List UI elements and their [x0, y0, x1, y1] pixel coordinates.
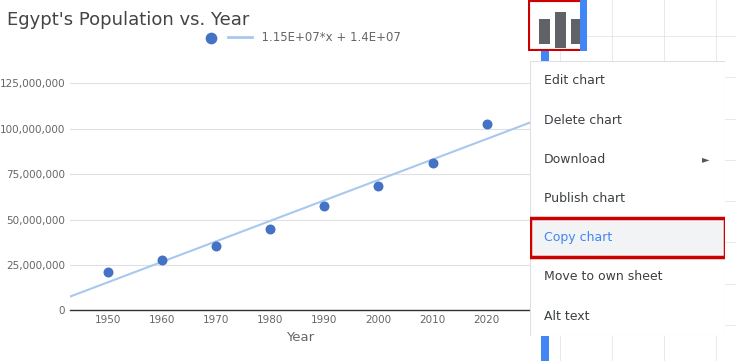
Point [319, 203, 330, 208]
Bar [580, 0, 587, 51]
Legend: ,   1.15E+07*x + 1.4E+07: , 1.15E+07*x + 1.4E+07 [194, 27, 406, 49]
Text: Egypt's Population vs. Year: Egypt's Population vs. Year [7, 11, 250, 29]
Point [427, 160, 439, 166]
Text: Publish chart: Publish chart [544, 192, 625, 205]
Point [481, 122, 492, 127]
Point [102, 269, 113, 275]
Text: Edit chart: Edit chart [544, 74, 604, 87]
Point [156, 257, 168, 263]
Text: Alt text: Alt text [544, 310, 589, 323]
Text: Move to own sheet: Move to own sheet [544, 270, 662, 283]
Text: Download: Download [544, 153, 606, 166]
X-axis label: Year: Year [286, 331, 314, 344]
Bar [555, 12, 565, 48]
Bar [541, 0, 549, 361]
Point [210, 243, 222, 249]
Text: ►: ► [701, 155, 710, 164]
Point [372, 183, 384, 189]
Point [264, 226, 276, 232]
Bar [530, 218, 725, 257]
Bar [571, 19, 581, 44]
Bar [530, 218, 725, 257]
Text: Copy chart: Copy chart [544, 231, 612, 244]
Bar [539, 19, 550, 44]
Text: Delete chart: Delete chart [544, 114, 621, 127]
